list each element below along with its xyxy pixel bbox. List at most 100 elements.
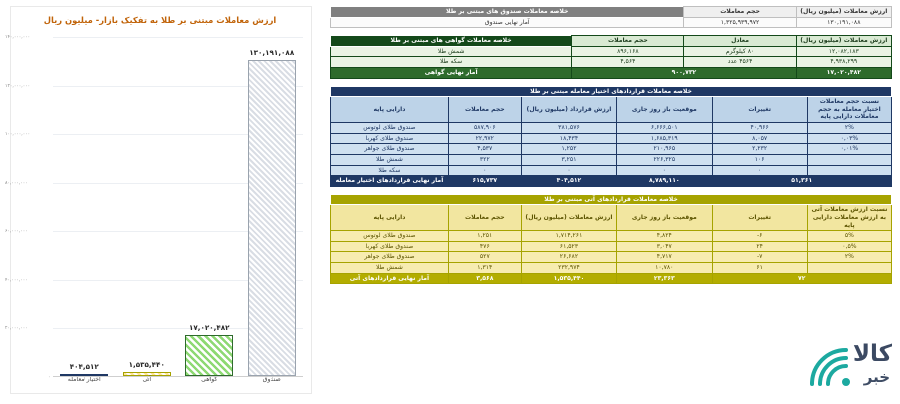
cell-change: ۲,۲۳۲ [711, 143, 808, 155]
cell-value: ۶۱,۵۲۳ [520, 240, 618, 253]
chart-gridline [53, 328, 303, 330]
chart-y-tick-label: ۱۲۰,۰۰۰,۰۰۰ [5, 83, 31, 89]
cell-ratio: ۵% [806, 230, 893, 242]
table-row: ۰,۵% ۲۴ ۳,۰۴۷ ۶۱,۵۲۳ ۴۷۶ صندوق طلای کهرب… [330, 240, 893, 253]
column-header-change: تغییرات [711, 204, 808, 232]
cell-change: ۸,۰۵۷ [711, 132, 808, 145]
cell-ratio [806, 153, 893, 166]
cell-volume: ۵۲۷ [447, 251, 522, 263]
cell-volume: ۰ [447, 164, 522, 177]
column-header-open-interest: موقعیت باز روز جاری [616, 96, 713, 124]
cell-total-volume: ۹۰۰,۷۳۲ [571, 67, 797, 79]
table-row: ۶۱ ۱۰,۷۸۰ ۲۳۲,۹۷۴ ۱,۳۱۴ شمش طلا [330, 262, 893, 274]
chart-x-axis-label: اختیار معامله [67, 376, 101, 383]
chart-bar[interactable] [122, 372, 171, 376]
chart-x-axis-label: گواهی [169, 376, 249, 383]
column-header-value: ارزش معاملات (میلیون ریال) [795, 6, 893, 18]
chart-gridline [53, 182, 303, 184]
cell-total-change-ratio: ۵۱,۳۶۱ [711, 175, 892, 187]
cell-ratio: ۲% [806, 251, 893, 263]
cell-row-label: شمش طلا [330, 262, 449, 274]
cell-value: ۲۳۲,۹۷۴ [520, 262, 618, 274]
cell-volume: ۳۲۲ [447, 153, 522, 166]
cell-row-label: آمار نهایی صندوق [329, 16, 685, 29]
chart-y-tick-zero: ۰ [48, 375, 51, 380]
cell-row-label: صندوق طلای لوتوس [330, 230, 449, 242]
chart-y-tick-label: ۱۴۰,۰۰۰,۰۰۰ [5, 35, 31, 40]
chart-bar-group[interactable]: ۱۳۰,۱۹۱,۰۸۸صندوق [247, 48, 296, 383]
cell-contract-value: ۱۸,۴۳۴ [520, 132, 618, 145]
table-row-header: ارزش معاملات (میلیون ریال) معادل حجم معا… [329, 35, 893, 47]
cell-row-label: صندوق طلای جواهر [330, 251, 449, 263]
cell-change: -۶ [711, 230, 808, 242]
cell-row-label: صندوق طلای کهربا [330, 240, 449, 253]
chart-bar[interactable] [60, 373, 109, 376]
chart-panel: ارزش معاملات مبتنی بر طلا به تفکیک بازار… [0, 0, 320, 404]
cell-total-open-interest: ۸,۷۸۹,۱۱۰ [616, 175, 713, 187]
chart-x-tick-mark [146, 377, 148, 380]
cell-total-open-interest: ۲۳,۳۶۳ [616, 272, 713, 285]
table-gold-futures: خلاصه معاملات قراردادهای آتی مبتنی بر طل… [330, 193, 893, 285]
chart-y-tick-label: ۶۰,۰۰۰,۰۰۰ [5, 229, 28, 235]
column-header-open-interest: موقعیت باز روز جاری [616, 204, 713, 232]
cell-volume: ۱,۳۱۴ [447, 262, 522, 274]
chart-bar-value-label: ۴۰۴,۵۱۲ [69, 361, 99, 371]
chart-x-axis-line [53, 376, 303, 377]
table-title-gold-options: خلاصه معاملات قراردادهای اختیار معامله م… [330, 85, 892, 98]
cell-total-value: ۱۷,۰۲۰,۴۸۲ [795, 67, 893, 79]
table-row: ۱۲,۰۸۲,۱۸۳ ۸۰ کیلوگرم ۸۹۶,۱۶۸ شمش طلا [329, 45, 893, 58]
chart-gridline [53, 231, 303, 233]
table-row: ۰ ۰ ۰ ۰ سکه طلا [330, 164, 893, 177]
chart-bar-group[interactable]: ۱,۵۳۵,۴۴۰آتی [122, 360, 171, 383]
table-gold-certificates: ارزش معاملات (میلیون ریال) معادل حجم معا… [329, 35, 893, 79]
cell-equivalent: ۴۵۶۴ عدد [683, 56, 797, 69]
chart-bar[interactable] [185, 334, 234, 376]
cell-value: ۱۲,۰۸۲,۱۸۳ [795, 45, 893, 58]
cell-total-value: ۱,۵۳۵,۴۴۰ [520, 272, 618, 285]
column-header-underlying-asset: دارایی پایه [330, 204, 449, 232]
table-title-gold-certificates: خلاصه معاملات گواهی های مبتنی بر طلا [329, 35, 573, 47]
cell-contract-value: ۳۸۱,۵۷۶ [520, 122, 618, 134]
table-row: ۰,۰۱% ۲,۲۳۲ ۲۱۰,۹۶۵ ۱,۲۵۲ ۴,۵۳۷ صندوق طل… [330, 143, 893, 155]
cell-total-label: آمار نهایی قراردادهای آتی [330, 272, 449, 285]
cell-total-label: آمار نهایی قراردادهای اختیار معامله [330, 175, 449, 187]
cell-change: ۲۴ [711, 240, 808, 253]
cell-total-change-ratio: ۷۲ [711, 272, 892, 285]
cell-volume: ۱,۲۵۱ [447, 230, 522, 242]
cell-value: ۱۳۰,۱۹۱,۰۸۸ [795, 16, 893, 29]
cell-open-interest: ۴,۷۱۷ [616, 251, 713, 263]
cell-open-interest: ۰ [616, 164, 713, 177]
table-total-row: ۵۱,۳۶۱ ۸,۷۸۹,۱۱۰ ۴۰۴,۵۱۲ ۶۱۵,۷۳۷ آمار نه… [330, 175, 892, 187]
cell-volume: ۸۹۶,۱۶۸ [571, 45, 685, 58]
chart-bar[interactable] [247, 59, 296, 376]
table-row-header: ارزش معاملات (میلیون ریال) حجم معاملات خ… [329, 6, 893, 18]
chart-gridline [53, 279, 303, 281]
bar-chart-plot-area: ۲۰,۰۰۰,۰۰۰ ۴۰,۰۰۰,۰۰۰ ۶۰,۰۰۰,۰۰۰ ۸۰,۰۰۰,۰۰۰… [5, 35, 303, 383]
column-header-value: ارزش معاملات (میلیون ریال) [795, 35, 893, 47]
table-row-subheader: نسبت ارزش معاملات آتی به ارزش معاملات دا… [330, 204, 893, 232]
chart-y-tick-label: ۲۰,۰۰۰,۰۰۰ [5, 326, 28, 332]
column-header-volume: حجم معاملات [447, 204, 522, 232]
chart-title: ارزش معاملات مبتنی بر طلا به تفکیک بازار… [43, 15, 277, 25]
chart-gridline [53, 37, 303, 38]
column-header-volume: حجم معاملات [447, 96, 522, 124]
chart-gridline [53, 85, 303, 87]
chart-bar-value-label: ۱,۵۳۵,۴۴۰ [128, 360, 165, 370]
cell-change: ۶۱ [711, 262, 808, 274]
cell-volume: ۲۲,۹۷۲ [447, 132, 522, 145]
cell-contract-value: ۱,۲۵۲ [520, 143, 618, 155]
cell-ratio: ۰,۰۱% [806, 143, 893, 155]
cell-row-label: صندوق طلای کهربا [330, 132, 449, 145]
chart-bar-group[interactable]: ۴۰۴,۵۱۲ اختیار معامله [60, 362, 109, 383]
cell-open-interest: ۲۲۶,۳۲۵ [616, 153, 713, 166]
chart-bar-group[interactable]: ۱۷,۰۲۰,۴۸۲گواهی [185, 323, 234, 383]
table-gold-funds: ارزش معاملات (میلیون ریال) حجم معاملات خ… [329, 6, 893, 29]
table-title-gold-funds: خلاصه معاملات صندوق های مبتنی بر طلا [329, 6, 685, 18]
cell-equivalent: ۸۰ کیلوگرم [683, 45, 797, 58]
cell-value: ۲۶,۶۸۲ [520, 251, 618, 263]
chart-x-tick-mark [271, 377, 273, 380]
chart-x-axis-label: صندوق [232, 376, 312, 383]
cell-volume: ۵۸۷,۹۰۶ [447, 122, 522, 134]
table-row-subheader: نسبت حجم معاملات اختیار معامله به حجم مع… [330, 96, 893, 124]
